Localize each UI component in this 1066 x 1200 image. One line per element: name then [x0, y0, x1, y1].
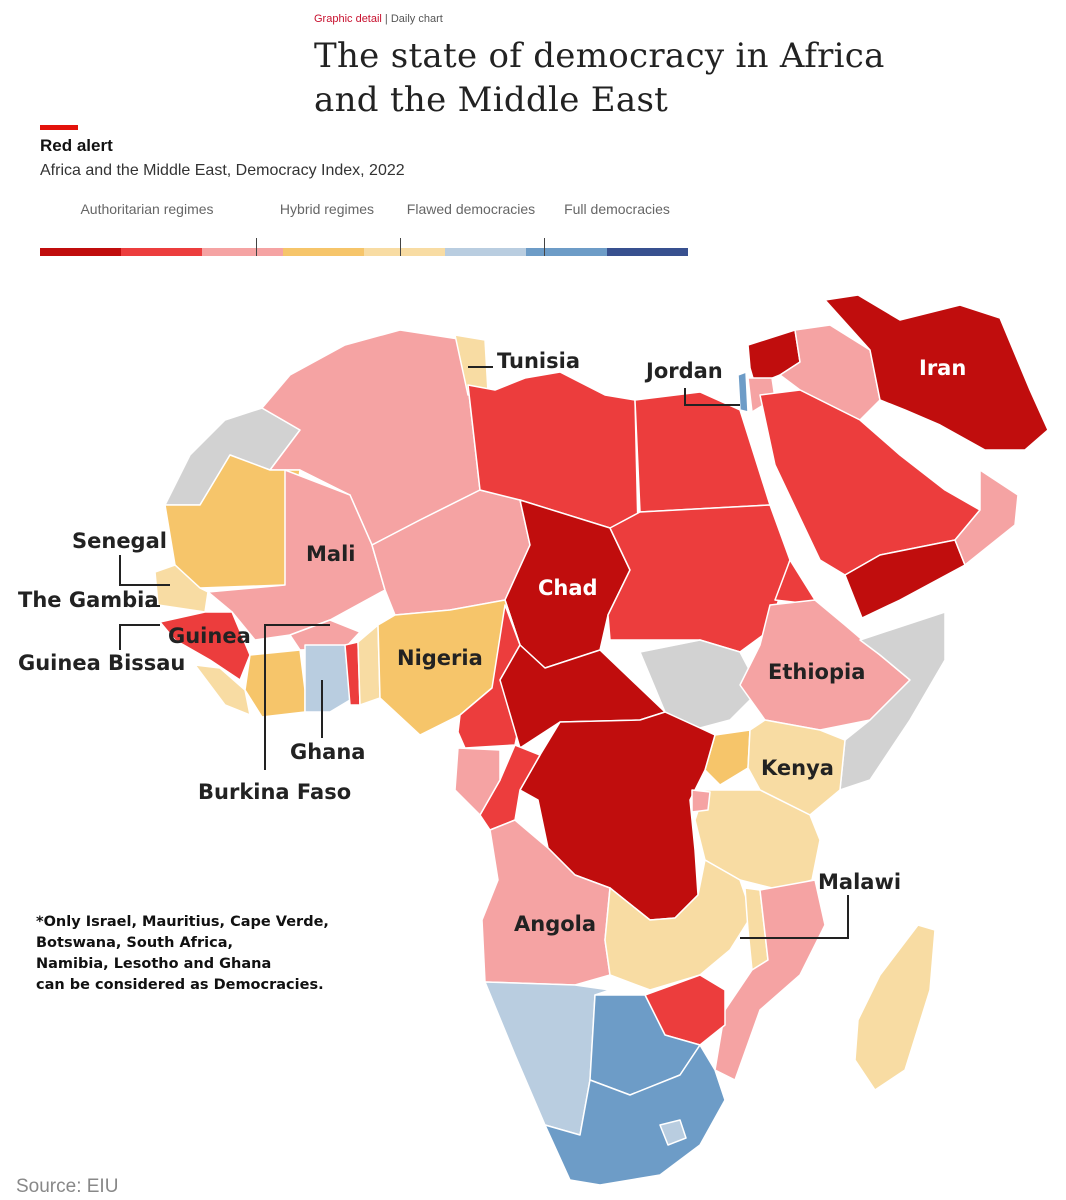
legend-swatch	[445, 248, 526, 256]
country-liberia	[194, 664, 251, 716]
label-mali: Mali	[306, 542, 355, 566]
legend-label-full: Full democracies	[564, 201, 670, 217]
country-oman	[954, 469, 1019, 566]
leader-senegal	[119, 555, 170, 586]
kicker-separator: |	[381, 13, 391, 25]
label-guinea-bissau: Guinea Bissau	[18, 651, 185, 675]
label-iran: Iran	[919, 356, 966, 380]
country-sudan	[607, 504, 791, 653]
footnote-line: *Only Israel, Mauritius, Cape Verde,	[36, 914, 329, 930]
label-senegal: Senegal	[72, 529, 167, 553]
label-tunisia: Tunisia	[497, 349, 580, 373]
kicker: Graphic detail | Daily chart	[314, 13, 443, 25]
legend-swatch	[364, 248, 445, 256]
footnote-background	[18, 826, 446, 904]
choropleth-map: Iran Tunisia Jordan Senegal Mali Chad Th…	[18, 294, 1049, 1186]
footnote-line: Botswana, South Africa,	[36, 935, 233, 951]
country-iran	[824, 294, 1049, 451]
legend-color-scale	[40, 248, 688, 256]
channel-label: Daily chart	[390, 13, 443, 25]
country-madagascar	[854, 924, 936, 1091]
page-title: The state of democracy in Africa and the…	[314, 36, 885, 120]
label-jordan: Jordan	[644, 359, 723, 383]
label-chad: Chad	[538, 576, 598, 600]
leader-malawi	[740, 895, 849, 939]
footnote: *Only Israel, Mauritius, Cape Verde, Bot…	[36, 912, 396, 996]
country-kenya	[747, 719, 846, 816]
label-nigeria: Nigeria	[397, 646, 483, 670]
source-credit: Source: EIU	[16, 1176, 119, 1197]
footnote-line: can be considered as Democracies.	[36, 977, 324, 993]
chart-description: Africa and the Middle East, Democracy In…	[40, 162, 405, 179]
legend-swatch	[283, 248, 364, 256]
label-angola: Angola	[514, 912, 596, 936]
legend-swatch	[40, 248, 121, 256]
legend-swatch	[607, 248, 688, 256]
country-mozambique	[714, 879, 826, 1081]
label-ghana: Ghana	[290, 740, 365, 764]
country-gabon	[454, 747, 501, 816]
legend-divider	[544, 238, 545, 256]
label-the-gambia: The Gambia	[18, 588, 159, 612]
legend-label-flawed: Flawed democracies	[406, 201, 536, 217]
legend-label-authoritarian: Authoritarian regimes	[80, 201, 214, 217]
legend-swatch	[121, 248, 202, 256]
legend-divider	[256, 238, 257, 256]
leader-guinea-bissau	[119, 624, 160, 650]
country-rwanda	[691, 789, 711, 813]
section-link[interactable]: Graphic detail	[314, 13, 382, 25]
footnote-line: Namibia, Lesotho and Ghana	[36, 956, 272, 972]
label-guinea: Guinea	[168, 624, 251, 648]
legend-label-hybrid: Hybrid regimes	[279, 201, 375, 217]
chart-subtitle: Red alert	[40, 136, 113, 155]
label-malawi: Malawi	[818, 870, 901, 894]
country-ghana	[304, 644, 351, 713]
leader-burkina-faso	[264, 624, 330, 770]
country-burkina-faso	[289, 619, 361, 651]
accent-bar	[40, 125, 78, 130]
label-burkina-faso: Burkina Faso	[198, 780, 351, 804]
label-kenya: Kenya	[761, 756, 834, 780]
country-guinea	[159, 611, 251, 681]
country-lesotho	[659, 1119, 687, 1146]
legend-swatch	[526, 248, 607, 256]
legend-divider	[400, 238, 401, 256]
country-south-africa	[544, 1044, 726, 1186]
country-cote-divoire	[244, 649, 306, 718]
label-ethiopia: Ethiopia	[768, 660, 865, 684]
country-benin	[357, 624, 381, 706]
leader-jordan	[684, 388, 740, 406]
country-egypt	[634, 391, 771, 513]
legend-swatch	[202, 248, 283, 256]
country-israel	[737, 371, 749, 413]
